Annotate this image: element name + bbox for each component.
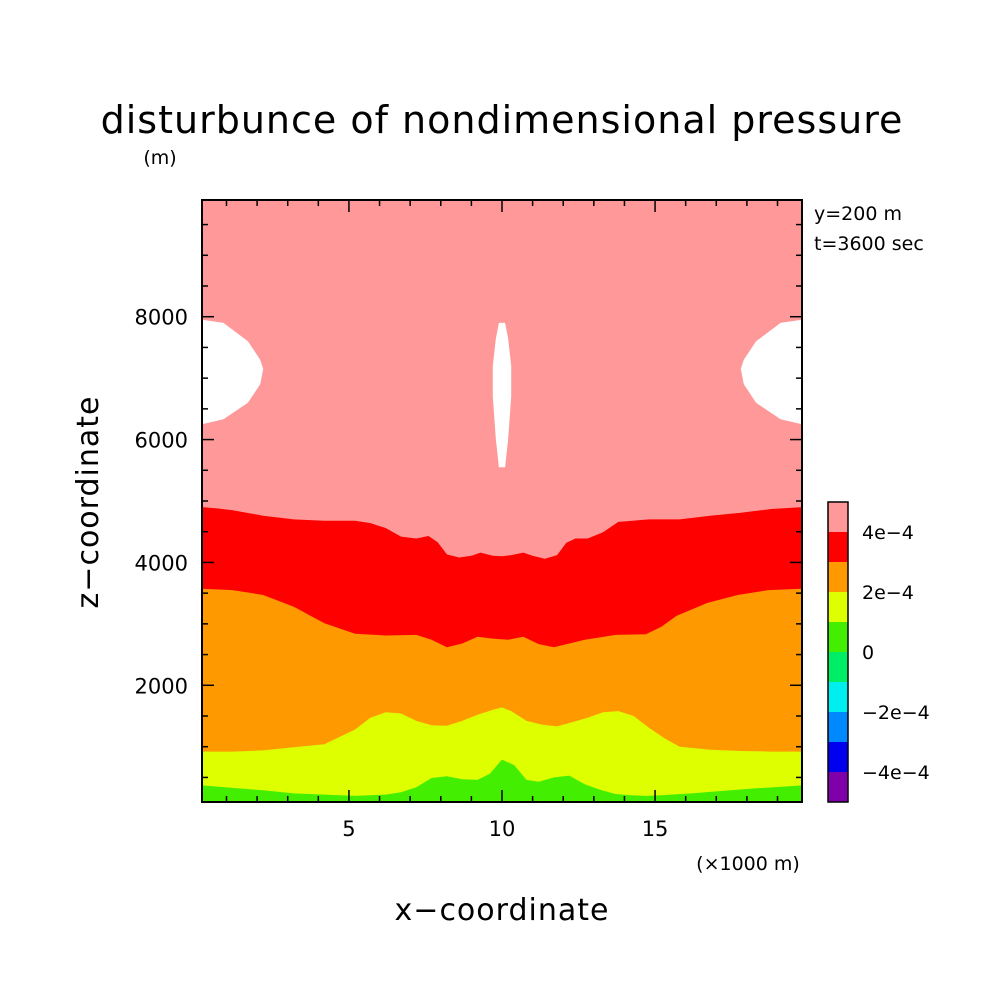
colorbar-segment bbox=[828, 502, 848, 532]
y-unit-label: (m) bbox=[143, 147, 176, 169]
x-tick-label: 5 bbox=[342, 817, 355, 841]
y-tick-label: 2000 bbox=[135, 674, 188, 698]
colorbar-label: −4e−4 bbox=[862, 762, 930, 784]
x-unit-label: (×1000 m) bbox=[696, 853, 800, 875]
y-axis-title: z−coordinate bbox=[71, 396, 106, 609]
colorbar-frame bbox=[827, 501, 849, 803]
x-tick-label: 10 bbox=[489, 817, 516, 841]
colorbar-label: 4e−4 bbox=[862, 522, 914, 544]
y-tick-label: 6000 bbox=[135, 429, 188, 453]
axis-ticks: 5 10 15 2000 4000 6000 8000 bbox=[135, 200, 802, 841]
contour-bands bbox=[202, 200, 802, 802]
chart-title: disturbunce of nondimensional pressure bbox=[101, 98, 904, 142]
band-0-to-1e-4 bbox=[202, 759, 802, 802]
band-1e-4-to-2e-4 bbox=[202, 707, 802, 802]
colorbar-segment bbox=[828, 562, 848, 592]
y-tick-label: 4000 bbox=[135, 551, 188, 575]
colorbar-segment bbox=[828, 682, 848, 712]
x-axis-title: x−coordinate bbox=[395, 893, 610, 928]
colorbar-label: 2e−4 bbox=[862, 582, 914, 604]
x-tick-label: 15 bbox=[642, 817, 669, 841]
colorbar-segment bbox=[828, 772, 848, 802]
colorbar-label: 0 bbox=[862, 642, 874, 664]
annotation-time: t=3600 sec bbox=[814, 233, 924, 255]
colorbar-segment bbox=[828, 532, 848, 562]
annotation-y-position: y=200 m bbox=[814, 203, 902, 225]
colorbar-segment bbox=[828, 712, 848, 742]
colorbar-segment bbox=[828, 622, 848, 652]
white-region-center bbox=[492, 322, 512, 468]
colorbar-segment bbox=[828, 592, 848, 622]
colorbar-segment bbox=[828, 652, 848, 682]
colorbar-label: −2e−4 bbox=[862, 702, 930, 724]
white-region-left bbox=[202, 319, 264, 425]
colorbar-segment bbox=[828, 742, 848, 772]
colorbar: 4e−4 2e−4 0 −2e−4 −4e−4 bbox=[827, 501, 930, 803]
white-region-right bbox=[740, 319, 802, 425]
y-tick-label: 8000 bbox=[135, 306, 188, 330]
